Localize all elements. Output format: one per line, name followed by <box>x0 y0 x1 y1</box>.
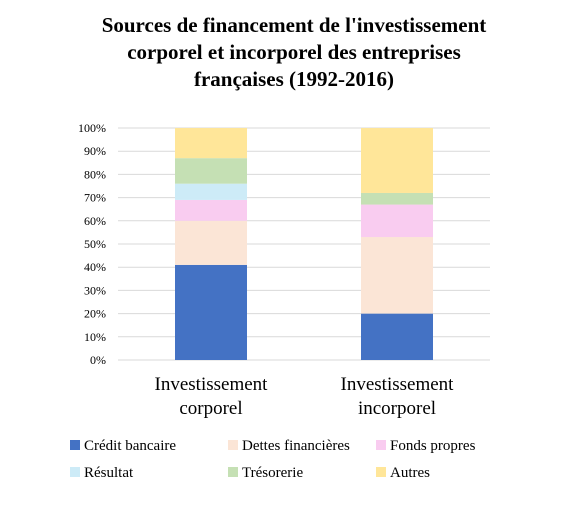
y-tick-label: 70% <box>84 191 106 205</box>
x-category-label: incorporel <box>358 398 436 419</box>
y-tick-label: 50% <box>84 237 106 251</box>
bar-segment <box>175 158 247 184</box>
y-tick-label: 80% <box>84 167 106 181</box>
bar-segment <box>175 183 247 200</box>
chart-title: Sources de financement de l'investisseme… <box>40 12 548 93</box>
legend-label: Autres <box>390 465 430 481</box>
legend-label: Fonds propres <box>390 438 476 454</box>
legend-swatch <box>376 440 386 450</box>
chart-title-line-3: françaises (1992-2016) <box>193 67 395 91</box>
y-tick-label: 60% <box>84 214 106 228</box>
y-tick-label: 0% <box>90 353 106 367</box>
bar-segment <box>175 128 247 159</box>
bar-segment <box>361 237 433 314</box>
legend-label: Dettes financières <box>242 438 350 454</box>
y-tick-label: 30% <box>84 283 106 297</box>
y-tick-label: 10% <box>84 330 106 344</box>
legend-label: Trésorerie <box>242 465 303 481</box>
bar-segment <box>175 220 247 265</box>
y-tick-label: 20% <box>84 307 106 321</box>
y-tick-label: 40% <box>84 260 106 274</box>
legend-swatch <box>228 440 238 450</box>
legend-swatch <box>228 467 238 477</box>
legend-swatch <box>376 467 386 477</box>
bar-segment <box>175 199 247 221</box>
x-category-label: Investissement <box>155 374 269 395</box>
chart-title-line-2: corporel et incorporel des entreprises <box>127 40 461 64</box>
x-category-label: Investissement <box>341 374 455 395</box>
bar-segment <box>361 128 433 193</box>
legend-swatch <box>70 440 80 450</box>
y-tick-label: 90% <box>84 144 106 158</box>
chart-title-line-1: Sources de financement de l'investisseme… <box>101 13 487 37</box>
bar-segment <box>361 204 433 238</box>
legend-swatch <box>70 467 80 477</box>
x-category-label: corporel <box>179 398 242 419</box>
legend-label: Résultat <box>84 465 134 481</box>
bar-segment <box>175 264 247 360</box>
bar-segment <box>361 192 433 205</box>
bar-segment <box>361 313 433 360</box>
legend-label: Crédit bancaire <box>84 438 176 454</box>
y-tick-label: 100% <box>78 121 106 135</box>
